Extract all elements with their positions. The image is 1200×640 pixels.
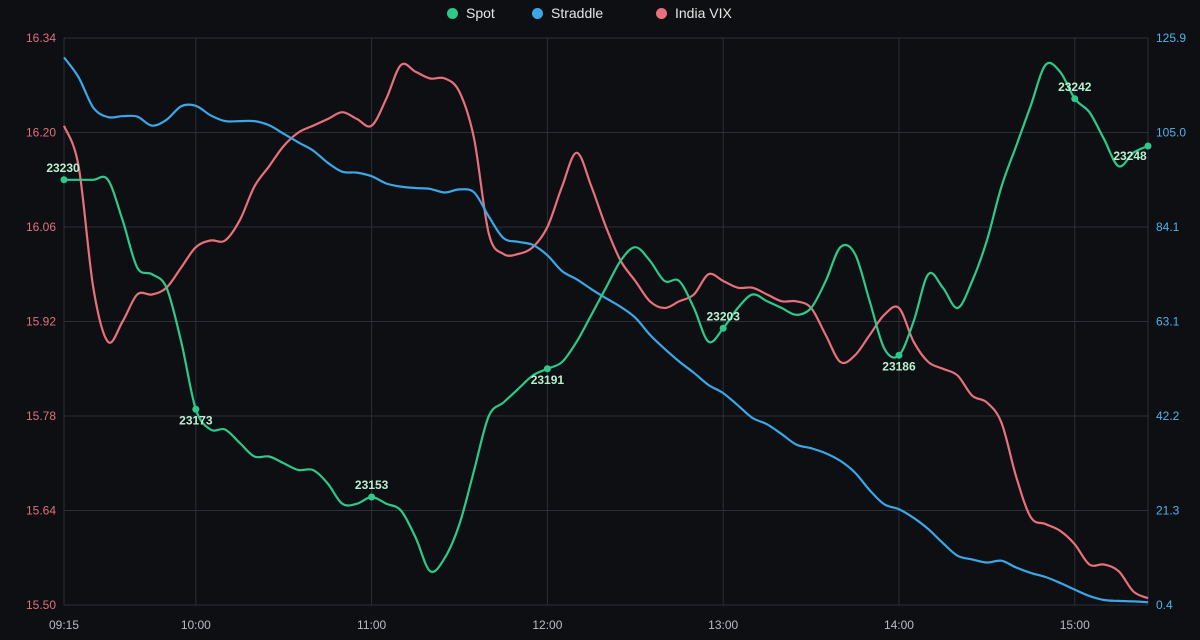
annotations: 23230 23173 23153 23191 23203 23186 23242 23248	[46, 80, 1152, 501]
y-left-tick-label: 16.20	[26, 126, 56, 140]
left-axis-ticks: 15.50 15.64 15.78 15.92 16.06 16.20 16.34	[26, 31, 56, 612]
y-left-tick-label: 15.50	[26, 598, 56, 612]
series-lines	[62, 56, 1149, 604]
x-tick-label: 14:00	[884, 618, 914, 632]
grid	[63, 37, 1149, 606]
x-tick-label: 11:00	[357, 618, 386, 632]
legend-item-straddle[interactable]: Straddle	[532, 5, 603, 21]
legend-label-spot: Spot	[466, 5, 495, 21]
y-left-tick-label: 15.92	[26, 315, 56, 329]
y-right-tick-label: 105.0	[1156, 126, 1186, 140]
annotation-label: 23248	[1113, 149, 1147, 163]
annotation-label: 23242	[1058, 80, 1092, 94]
series-line-straddle	[63, 56, 1149, 604]
series-line-india-vix	[62, 62, 1149, 600]
y-left-tick-label: 16.06	[26, 220, 56, 234]
x-tick-label: 13:00	[708, 618, 738, 632]
annotation-label: 23173	[179, 413, 213, 427]
legend: Spot Straddle India VIX	[0, 5, 1200, 27]
legend-label-india-vix: India VIX	[675, 5, 732, 21]
annotation-point	[719, 324, 727, 332]
y-right-tick-label: 84.1	[1156, 220, 1180, 234]
annotation-point	[1144, 142, 1152, 150]
y-left-tick-label: 15.64	[26, 504, 56, 518]
annotation-label: 23153	[355, 478, 389, 492]
x-tick-label: 12:00	[532, 618, 562, 632]
legend-item-india-vix[interactable]: India VIX	[656, 5, 732, 21]
annotation-label: 23191	[531, 373, 565, 387]
y-left-tick-label: 15.78	[26, 409, 56, 423]
y-right-tick-label: 125.9	[1156, 31, 1186, 45]
x-tick-label: 09:15	[49, 618, 79, 632]
annotation-label: 23203	[707, 309, 741, 323]
legend-swatch-straddle	[532, 7, 543, 19]
annotation-point	[192, 405, 200, 413]
x-tick-label: 15:00	[1060, 618, 1090, 632]
legend-swatch-india-vix	[656, 7, 667, 19]
annotation-point	[60, 176, 68, 184]
annotation-point	[1071, 95, 1079, 103]
right-axis-ticks: 0.4 21.3 42.2 63.1 84.1 105.0 125.9	[1156, 31, 1186, 612]
y-right-tick-label: 42.2	[1156, 409, 1180, 423]
x-axis-ticks: 09:15 10:00 11:00 12:00 13:00 14:00 15:00	[49, 618, 1090, 632]
annotation-point	[895, 351, 903, 359]
x-tick-label: 10:00	[181, 618, 211, 632]
annotation-label: 23186	[882, 359, 916, 373]
annotation-point	[368, 493, 376, 501]
legend-item-spot[interactable]: Spot	[447, 5, 495, 21]
legend-swatch-spot	[447, 7, 458, 19]
series-line-spot	[64, 61, 1149, 574]
y-left-tick-label: 16.34	[26, 31, 56, 45]
annotation-point	[543, 365, 551, 373]
legend-label-straddle: Straddle	[551, 5, 604, 21]
y-right-tick-label: 63.1	[1156, 315, 1180, 329]
y-right-tick-label: 0.4	[1156, 598, 1173, 612]
annotation-label: 23230	[46, 161, 80, 175]
y-right-tick-label: 21.3	[1156, 504, 1180, 518]
